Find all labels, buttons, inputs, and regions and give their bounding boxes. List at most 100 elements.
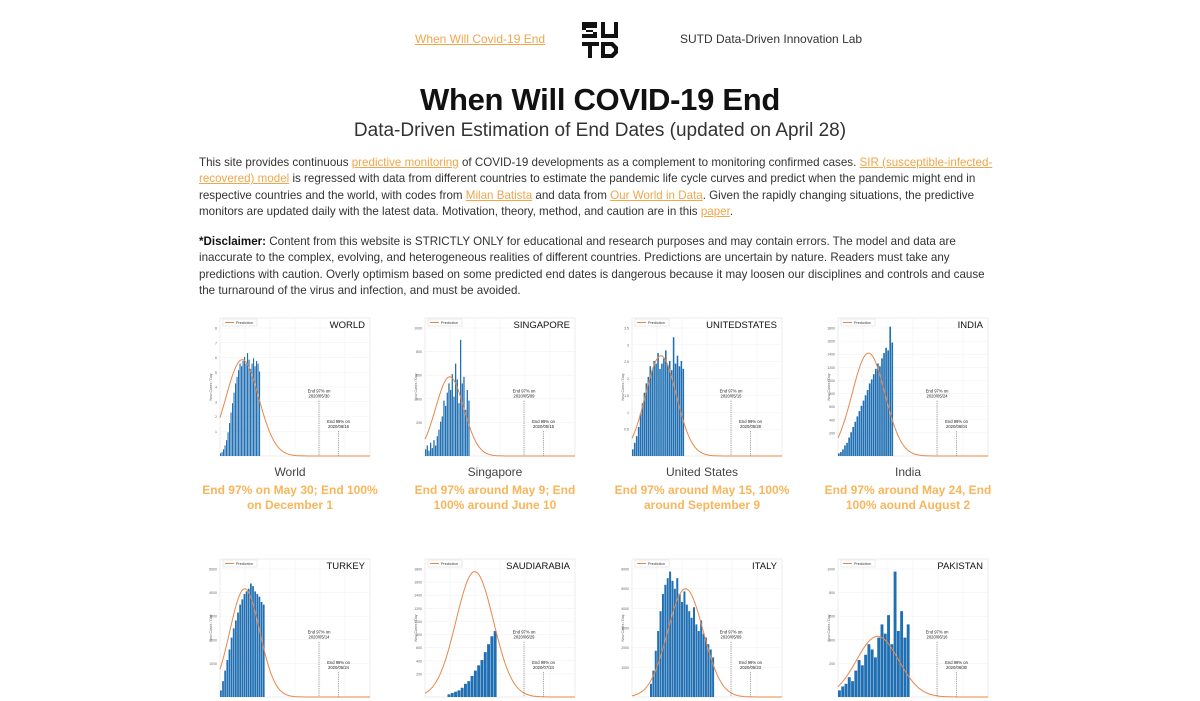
- data-bar: [425, 449, 427, 456]
- data-bar: [220, 453, 222, 456]
- y-axis-label: New Cases / Day: [209, 373, 213, 400]
- data-bar: [244, 357, 246, 456]
- data-bar: [854, 670, 858, 697]
- data-bar: [445, 405, 447, 456]
- data-bar: [241, 366, 243, 456]
- country-chart: 3.5 3 2.5 2 1.5 1 0.5 New Cases / Day Prediction…: [621, 317, 783, 457]
- end97-date: 2020/05/14: [309, 635, 331, 640]
- data-bar: [632, 449, 634, 456]
- data-bar: [860, 665, 864, 697]
- legend-label: Prediction: [648, 562, 665, 566]
- data-bar: [435, 445, 437, 456]
- data-bar: [657, 353, 659, 456]
- country-chart: 6000 5000 4000 3000 2000 1000 New Cases / Day P…: [621, 558, 783, 698]
- y-tick-label: 1200: [414, 607, 422, 611]
- end100-label: End 99% on: [532, 419, 555, 424]
- country-name: World: [274, 465, 306, 479]
- end100-date: 2020/05/28: [740, 424, 762, 429]
- data-bar: [860, 405, 863, 456]
- y-tick-label: 200: [416, 672, 422, 676]
- nav-home-link[interactable]: When Will Covid-19 End: [415, 32, 546, 46]
- end-prediction: End 97% around May 9; End 100% around Ju…: [414, 483, 576, 512]
- end100-date: 2020/05/23: [740, 665, 762, 670]
- data-bar: [881, 358, 883, 456]
- legend-label: Prediction: [236, 562, 253, 566]
- y-tick-label: 0.5: [624, 428, 629, 432]
- y-tick-label: 400: [829, 418, 835, 422]
- y-tick-label: 1400: [827, 353, 835, 357]
- y-axis-label: New Cases / Day: [827, 614, 831, 641]
- data-bar: [883, 633, 887, 697]
- data-bar: [463, 376, 465, 456]
- data-bar: [438, 429, 440, 456]
- data-bar: [685, 604, 688, 697]
- chart-title: UNITEDSTATES: [706, 320, 777, 331]
- data-bar: [896, 631, 900, 697]
- y-tick-label: 600: [416, 646, 422, 650]
- y-axis-label: New Cases / Day: [414, 614, 418, 641]
- legend-box: [222, 318, 258, 327]
- end97-label: End 97% on: [513, 389, 536, 394]
- data-bar: [224, 670, 227, 697]
- data-bar: [256, 360, 258, 456]
- data-bar: [257, 363, 259, 456]
- data-bar: [854, 421, 857, 456]
- data-bar: [866, 390, 869, 456]
- data-bar: [672, 337, 675, 456]
- data-bar: [237, 612, 239, 697]
- data-bar: [252, 586, 254, 697]
- data-bar: [846, 442, 848, 456]
- chart-title: TURKEY: [326, 561, 365, 572]
- data-bar: [653, 360, 655, 456]
- data-bar: [229, 423, 231, 456]
- country-chart: 5000 4000 3000 2000 1000 New Cases / Day Predi…: [209, 558, 371, 698]
- end100-label: End 99% on: [739, 419, 762, 424]
- y-tick-label: 2000: [209, 638, 217, 642]
- predictive-monitoring-link[interactable]: predictive monitoring: [351, 156, 459, 169]
- milan-batista-link[interactable]: Milan Batista: [465, 188, 533, 202]
- data-bar: [671, 580, 674, 697]
- sutd-logo-icon[interactable]: [580, 20, 620, 60]
- data-bar: [852, 426, 855, 456]
- y-tick-label: 800: [829, 591, 835, 595]
- data-bar: [851, 681, 854, 697]
- y-tick-label: 1000: [414, 327, 422, 331]
- data-bar: [235, 620, 237, 697]
- sir-model-link[interactable]: SIR (susceptible-infected-recovered) mod…: [199, 156, 993, 186]
- end97-date: 2020/05/09: [721, 635, 743, 640]
- data-bar: [704, 637, 707, 697]
- data-bar: [885, 347, 887, 456]
- y-tick-label: 400: [416, 397, 422, 401]
- data-bar: [879, 366, 881, 456]
- data-bar: [652, 670, 655, 697]
- y-tick-label: 5000: [621, 587, 629, 591]
- data-bar: [880, 624, 884, 697]
- y-tick-label: 2.5: [624, 360, 629, 364]
- y-tick-label: 3: [627, 343, 629, 347]
- paper-link[interactable]: paper: [700, 205, 730, 219]
- data-bar: [450, 693, 454, 697]
- data-bar: [233, 392, 235, 456]
- legend-box: [840, 559, 876, 568]
- end100-date: 2020/07/24: [533, 665, 555, 670]
- end100-label: End 99% on: [327, 419, 350, 424]
- data-bar: [461, 383, 463, 456]
- end97-label: End 97% on: [720, 630, 743, 635]
- prediction-curve: [424, 376, 575, 457]
- data-bar: [673, 588, 676, 697]
- y-tick-label: 1: [215, 430, 217, 434]
- data-bar: [659, 368, 661, 456]
- y-tick-label: 800: [416, 350, 422, 354]
- data-bar: [867, 644, 871, 697]
- data-bar: [433, 440, 435, 456]
- end97-date: 2020/05/30: [309, 394, 331, 399]
- end97-date: 2020/05/24: [927, 394, 949, 399]
- data-bar: [840, 452, 842, 456]
- y-tick-label: 1000: [827, 379, 835, 383]
- data-bar: [659, 611, 662, 697]
- data-bar: [238, 370, 240, 456]
- lab-name[interactable]: SUTD Data-Driven Innovation Lab: [680, 32, 863, 46]
- data-bar: [227, 432, 229, 456]
- y-tick-label: 1200: [827, 366, 835, 370]
- our-world-in-data-link[interactable]: Our World in Data: [610, 188, 703, 202]
